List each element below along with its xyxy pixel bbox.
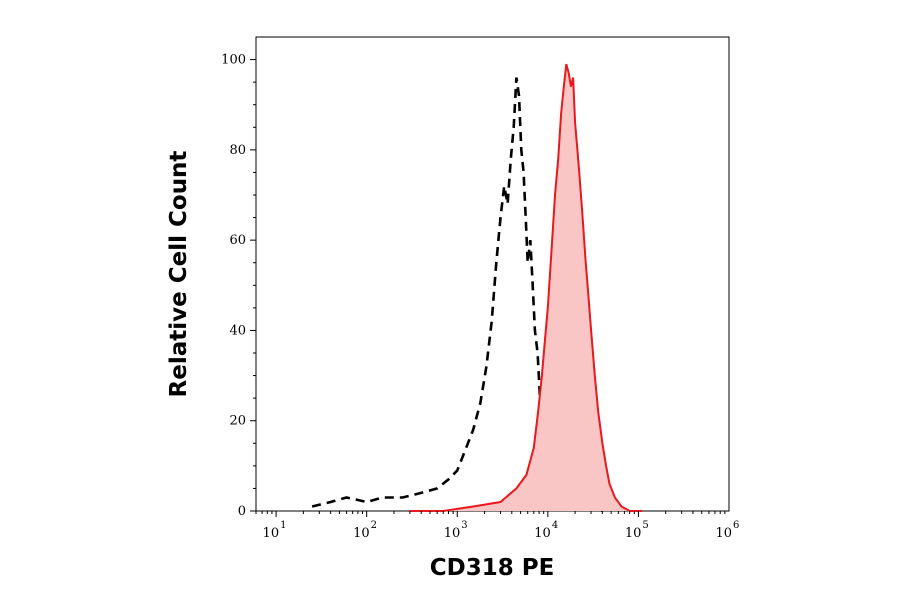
y-tick-label: 0 (238, 504, 246, 519)
x-axis-title: CD318 PE (430, 555, 555, 581)
y-tick-label: 80 (229, 143, 246, 158)
plot-frame (255, 36, 730, 512)
x-tick-exponent: 2 (371, 520, 377, 531)
x-tick-label: 10 (263, 526, 280, 541)
x-tick-label: 10 (625, 526, 642, 541)
x-tick-exponent: 1 (280, 520, 286, 531)
x-tick-exponent: 3 (461, 520, 467, 531)
x-tick-exponent: 4 (552, 520, 558, 531)
y-tick-label: 100 (221, 53, 246, 68)
x-tick-label: 10 (534, 526, 551, 541)
y-tick-label: 40 (229, 323, 246, 338)
series-1-line (409, 63, 643, 512)
x-tick-label: 10 (444, 526, 461, 541)
x-tick-label: 10 (353, 526, 370, 541)
x-tick-exponent: 5 (642, 520, 648, 531)
y-axis-title: Relative Cell Count (166, 151, 192, 398)
y-tick-label: 20 (229, 414, 246, 429)
x-tick-label: 10 (715, 526, 732, 541)
series-layer (311, 63, 643, 513)
y-tick-label: 60 (229, 233, 246, 248)
y-axis: 0 20 40 60 80 100 (221, 53, 256, 519)
x-tick-exponent: 6 (733, 520, 739, 531)
series-1-area (409, 64, 643, 511)
